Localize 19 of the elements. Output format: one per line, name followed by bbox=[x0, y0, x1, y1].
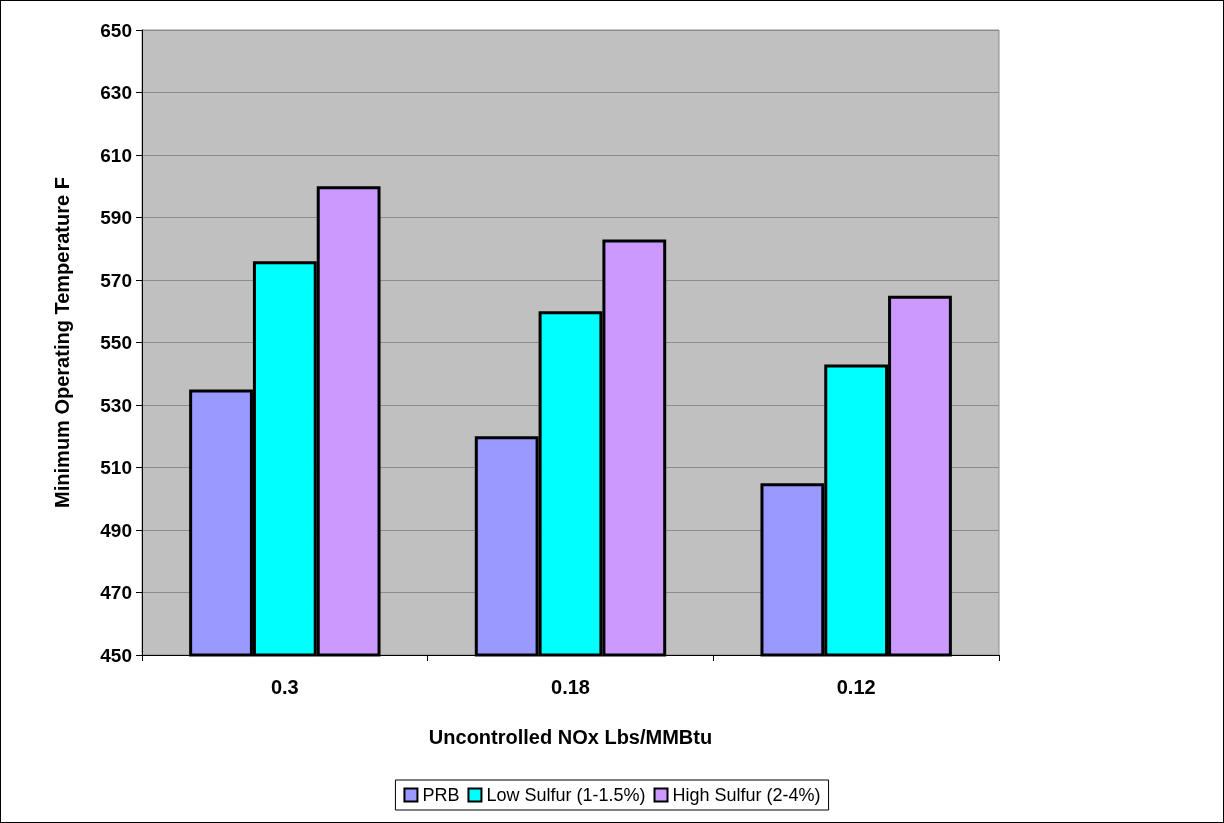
y-tick-label: 450 bbox=[100, 644, 132, 666]
y-tick-label: 550 bbox=[100, 332, 132, 353]
y-tick-label: 630 bbox=[100, 82, 132, 103]
y-tick-label: 650 bbox=[100, 19, 132, 41]
x-tick-label: 0.18 bbox=[551, 676, 590, 698]
x-tick-label: 0.12 bbox=[836, 676, 876, 698]
y-tick-label: 610 bbox=[100, 144, 132, 166]
y-tick-label: 570 bbox=[100, 269, 132, 291]
y-axis-title: Minimum Operating Temperature F bbox=[51, 177, 73, 508]
y-tick-label: 590 bbox=[100, 207, 132, 228]
legend-label: High Sulfur (2-4%) bbox=[672, 785, 821, 805]
legend-label: Low Sulfur (1-1.5%) bbox=[486, 785, 646, 805]
x-axis-title: Uncontrolled NOx Lbs/MMBtu bbox=[428, 726, 713, 748]
y-tick-label: 490 bbox=[100, 519, 132, 541]
legend-label: PRB bbox=[422, 785, 460, 805]
y-tick-label: 510 bbox=[100, 457, 132, 478]
y-tick-label: 530 bbox=[100, 394, 132, 416]
y-tick-label: 470 bbox=[100, 582, 132, 603]
x-tick-label: 0.3 bbox=[270, 676, 299, 698]
